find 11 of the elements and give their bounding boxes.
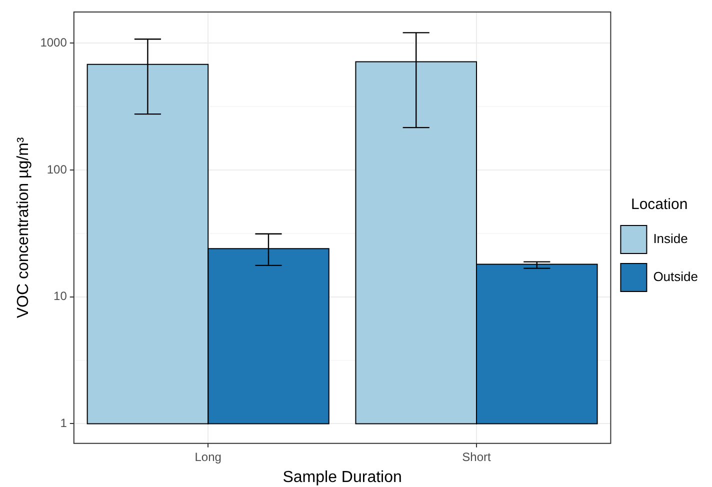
- x-axis-title: Sample Duration: [282, 468, 402, 486]
- y-tick-label: 100: [46, 162, 68, 176]
- legend-title: Location: [630, 196, 688, 214]
- legend-label: Outside: [653, 269, 698, 284]
- y-tick-label: 1: [60, 416, 68, 430]
- y-tick-label: 1000: [40, 35, 68, 50]
- y-axis-title: VOC concentration µg/m³: [15, 136, 32, 318]
- x-tick-label: Short: [462, 450, 492, 464]
- x-tick-label: Long: [194, 450, 222, 464]
- y-tick-label: 10: [54, 289, 68, 304]
- legend-label: Inside: [653, 231, 688, 246]
